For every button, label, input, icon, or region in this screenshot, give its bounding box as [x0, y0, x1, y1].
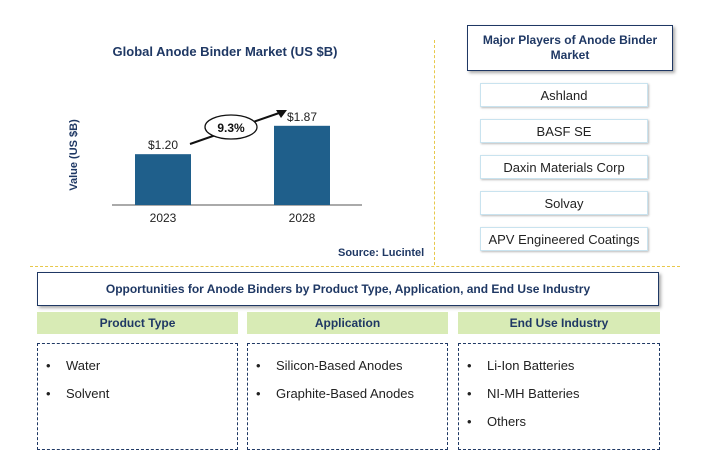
x-tick-label: 2023 [150, 211, 177, 225]
column-header-product-type: Product Type [37, 312, 238, 334]
list-item: • NI-MH Batteries [467, 380, 659, 408]
list-item: • Water [46, 352, 237, 380]
horizontal-divider [30, 266, 680, 267]
bullet-icon: • [256, 386, 261, 401]
list-item: • Li-Ion Batteries [467, 352, 659, 380]
vertical-divider [434, 40, 435, 265]
bullet-icon: • [46, 358, 51, 373]
player-item: Ashland [480, 83, 648, 107]
list-item-label: Others [487, 414, 527, 429]
x-tick-label: 2028 [289, 211, 316, 225]
column-header-application: Application [247, 312, 448, 334]
list-item: • Solvent [46, 380, 237, 408]
bar-value-label: $1.87 [287, 110, 317, 124]
player-item: APV Engineered Coatings [480, 227, 648, 251]
bullet-icon: • [46, 386, 51, 401]
end-use-industry-list: • Li-Ion Batteries • NI-MH Batteries • Othe… [458, 343, 660, 450]
list-item-label: Water [66, 358, 101, 373]
player-item: Daxin Materials Corp [480, 155, 648, 179]
bar-2028 [274, 125, 330, 205]
bar-2023 [135, 154, 191, 205]
application-list: • Silicon-Based Anodes • Graphite-Based An… [247, 343, 448, 450]
player-item: Solvay [480, 191, 648, 215]
product-type-list: • Water • Solvent [37, 343, 238, 450]
cagr-arrow: 9.3% [189, 110, 287, 145]
opportunities-heading: Opportunities for Anode Binders by Produ… [37, 272, 659, 306]
player-item: BASF SE [480, 119, 648, 143]
list-item-label: NI-MH Batteries [487, 386, 580, 401]
bar-value-label: $1.20 [148, 138, 178, 152]
bullet-icon: • [467, 358, 472, 373]
list-item: • Others [467, 408, 659, 436]
bullet-icon: • [467, 386, 472, 401]
bar-chart: $1.20 2023 $1.87 2028 9.3% [112, 110, 362, 225]
column-header-end-use-industry: End Use Industry [458, 312, 660, 334]
chart-title: Global Anode Binder Market (US $B) [112, 44, 338, 59]
list-item: • Graphite-Based Anodes [256, 380, 447, 408]
list-item-label: Solvent [66, 386, 110, 401]
list-item-label: Graphite-Based Anodes [276, 386, 415, 401]
cagr-bubble [204, 114, 258, 140]
source-note: Source: Lucintel [338, 247, 425, 259]
bullet-icon: • [467, 414, 472, 429]
cagr-label: 9.3% [217, 121, 245, 135]
list-item: • Silicon-Based Anodes [256, 352, 447, 380]
list-item-label: Li-Ion Batteries [487, 358, 575, 373]
list-item-label: Silicon-Based Anodes [276, 358, 403, 373]
bullet-icon: • [256, 358, 261, 373]
players-heading: Major Players of Anode Binder Market [467, 25, 673, 71]
